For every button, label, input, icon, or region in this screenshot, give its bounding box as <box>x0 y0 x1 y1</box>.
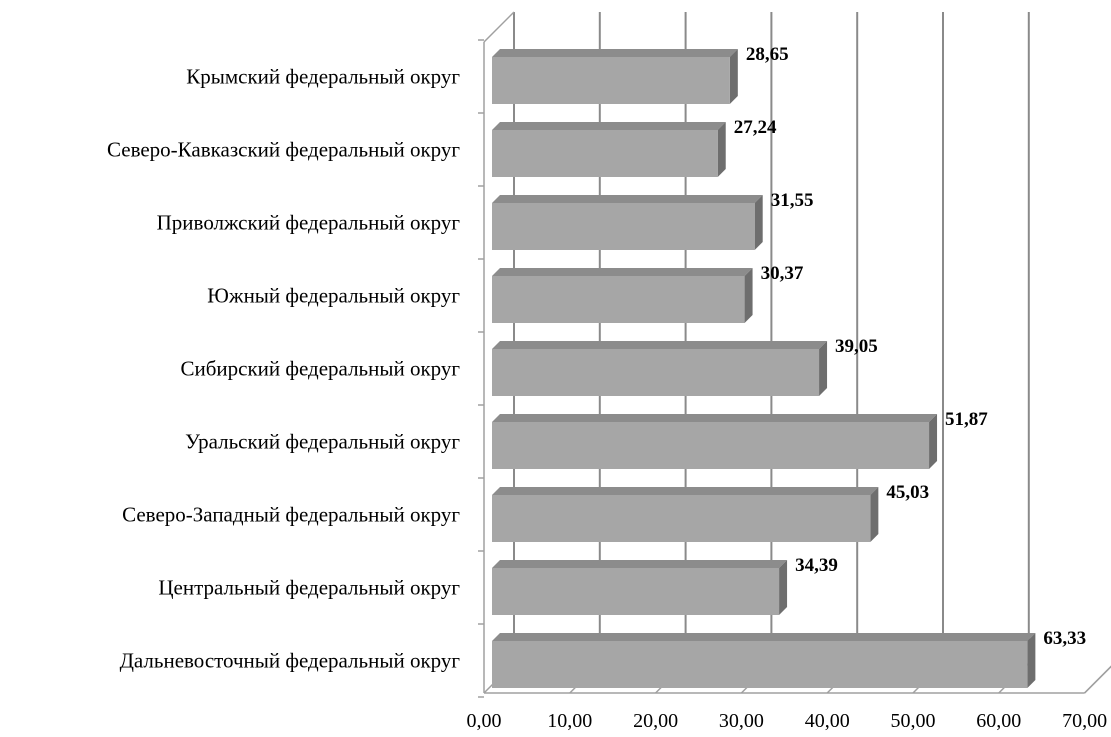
bar-side-face <box>730 49 738 104</box>
x-tick-label: 20,00 <box>633 710 678 732</box>
bar <box>492 122 726 177</box>
bar-side-face <box>779 560 787 615</box>
bar <box>492 560 787 615</box>
bar-top-face <box>492 122 726 130</box>
data-label: 51,87 <box>945 409 988 430</box>
category-label: Северо-Кавказский федеральный округ <box>107 138 460 162</box>
bar <box>492 49 738 104</box>
bar-top-face <box>492 487 878 495</box>
data-label: 39,05 <box>835 336 878 357</box>
data-label: 27,24 <box>734 117 777 138</box>
bar-top-face <box>492 633 1035 641</box>
category-label: Уральский федеральный округ <box>185 430 460 454</box>
category-label: Южный федеральный округ <box>207 284 460 308</box>
bar-front-face <box>492 641 1027 688</box>
x-tick-label: 10,00 <box>547 710 592 732</box>
bar-side-face <box>870 487 878 542</box>
data-label: 34,39 <box>795 555 838 576</box>
x-tick-label: 50,00 <box>891 710 936 732</box>
bar-top-face <box>492 560 787 568</box>
bar-side-face <box>755 195 763 250</box>
x-tick-label: 60,00 <box>976 710 1021 732</box>
x-tick-label: 0,00 <box>467 710 502 732</box>
bar <box>492 414 937 469</box>
bar-side-face <box>745 268 753 323</box>
bar <box>492 487 878 542</box>
bar-front-face <box>492 57 730 104</box>
data-label: 63,33 <box>1043 628 1086 649</box>
category-label: Приволжский федеральный округ <box>157 211 461 235</box>
x-axis-end-edge <box>1085 663 1111 693</box>
bar-side-face <box>819 341 827 396</box>
bar-top-face <box>492 414 937 422</box>
bar-top-face <box>492 49 738 57</box>
bar-side-face <box>718 122 726 177</box>
bar-front-face <box>492 422 929 469</box>
data-label: 30,37 <box>761 263 804 284</box>
bar-top-face <box>492 268 753 276</box>
bar-front-face <box>492 568 779 615</box>
category-label: Дальневосточный федеральный округ <box>120 649 461 673</box>
data-label: 28,65 <box>746 44 789 65</box>
bar-front-face <box>492 130 718 177</box>
category-label: Крымский федеральный округ <box>186 65 460 89</box>
category-label: Сибирский федеральный округ <box>180 357 460 381</box>
bar-top-face <box>492 195 763 203</box>
bar-front-face <box>492 276 745 323</box>
data-label: 45,03 <box>886 482 929 503</box>
bar <box>492 195 763 250</box>
bar-top-face <box>492 341 827 349</box>
bar <box>492 341 827 396</box>
bar-side-face <box>929 414 937 469</box>
category-label: Северо-Западный федеральный округ <box>122 503 460 527</box>
bar-front-face <box>492 495 870 542</box>
bar <box>492 268 753 323</box>
y-axis-top-edge <box>484 12 514 42</box>
bar <box>492 633 1035 688</box>
bar-front-face <box>492 203 755 250</box>
x-tick-label: 70,00 <box>1062 710 1107 732</box>
bar-front-face <box>492 349 819 396</box>
bar-side-face <box>1027 633 1035 688</box>
bars <box>492 49 1035 688</box>
data-label: 31,55 <box>771 190 814 211</box>
x-tick-label: 40,00 <box>805 710 850 732</box>
x-tick-label: 30,00 <box>719 710 764 732</box>
category-label: Центральный федеральный округ <box>158 576 460 600</box>
